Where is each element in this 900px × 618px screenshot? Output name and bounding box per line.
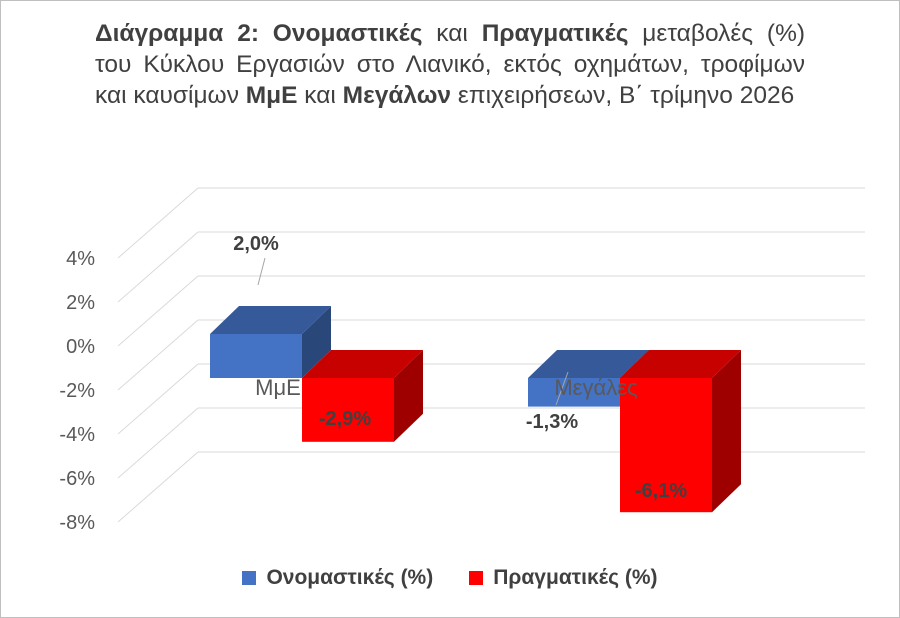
- title-segment: μεταβολές (%) του Κύκλου Εργασιών στο Λι…: [95, 20, 806, 109]
- gridline-depth: [117, 231, 199, 303]
- title-segment: και: [297, 82, 343, 109]
- bar: [528, 378, 620, 407]
- bar-top: [528, 350, 649, 378]
- bar-side: [302, 306, 331, 378]
- title-segment: Πραγματικές: [481, 20, 629, 47]
- legend-item-real: Πραγματικές (%): [469, 566, 658, 590]
- data-label: -6,1%: [635, 480, 687, 502]
- category-label: Μεγάλες: [554, 375, 637, 400]
- gridline-depth: [117, 363, 199, 435]
- data-label: -1,3%: [526, 411, 578, 433]
- bar-side: [712, 350, 741, 513]
- y-tick-label: -8%: [59, 512, 95, 534]
- legend-item-nominal: Ονομαστικές (%): [242, 566, 433, 590]
- leader-line: [257, 257, 266, 286]
- gridline-depth: [117, 275, 199, 347]
- y-tick-label: 2%: [66, 292, 95, 314]
- bar-top: [210, 306, 331, 334]
- title-segment: Διάγραμμα 2: Ονομαστικές: [95, 20, 423, 47]
- y-tick-label: -4%: [59, 424, 95, 446]
- gridline-depth: [117, 319, 199, 391]
- leader-line: [555, 371, 569, 406]
- chart-legend: Ονομαστικές (%) Πραγματικές (%): [0, 566, 900, 590]
- y-tick-label: -6%: [59, 468, 95, 490]
- y-tick-label: 0%: [66, 336, 95, 358]
- bar: [620, 378, 712, 513]
- bar: [210, 334, 302, 378]
- bar-top: [302, 350, 423, 378]
- bar-side: [394, 350, 423, 442]
- data-label: -2,9%: [319, 408, 371, 430]
- title-segment: Μεγάλων: [342, 82, 452, 109]
- bar: [302, 378, 394, 442]
- legend-swatch-nominal: [242, 571, 257, 585]
- gridline-depth: [117, 187, 199, 259]
- title-segment: και: [422, 20, 482, 47]
- bar-top: [620, 350, 741, 378]
- y-tick-label: -2%: [59, 380, 95, 402]
- data-label: 2,0%: [233, 233, 279, 255]
- legend-swatch-real: [469, 571, 484, 585]
- title-segment: ΜμΕ: [245, 82, 298, 109]
- chart-title: Διάγραμμα 2: Ονομαστικές και Πραγματικές…: [95, 18, 805, 111]
- y-tick-label: 4%: [66, 248, 95, 270]
- legend-label-nominal: Ονομαστικές (%): [266, 566, 434, 589]
- title-segment: επιχειρήσεων, Β΄ τρίμηνο 2026: [451, 82, 795, 109]
- chart-plot: 4% 2% 0% -2% -4% -6% -8% 2,0% -2,9% -1,3% -6,1% ΜμΕ…: [59, 187, 865, 534]
- gridline-depth: [117, 407, 199, 479]
- legend-label-real: Πραγματικές (%): [493, 566, 658, 589]
- gridline-depth: [117, 451, 199, 523]
- category-label: ΜμΕ: [255, 375, 301, 400]
